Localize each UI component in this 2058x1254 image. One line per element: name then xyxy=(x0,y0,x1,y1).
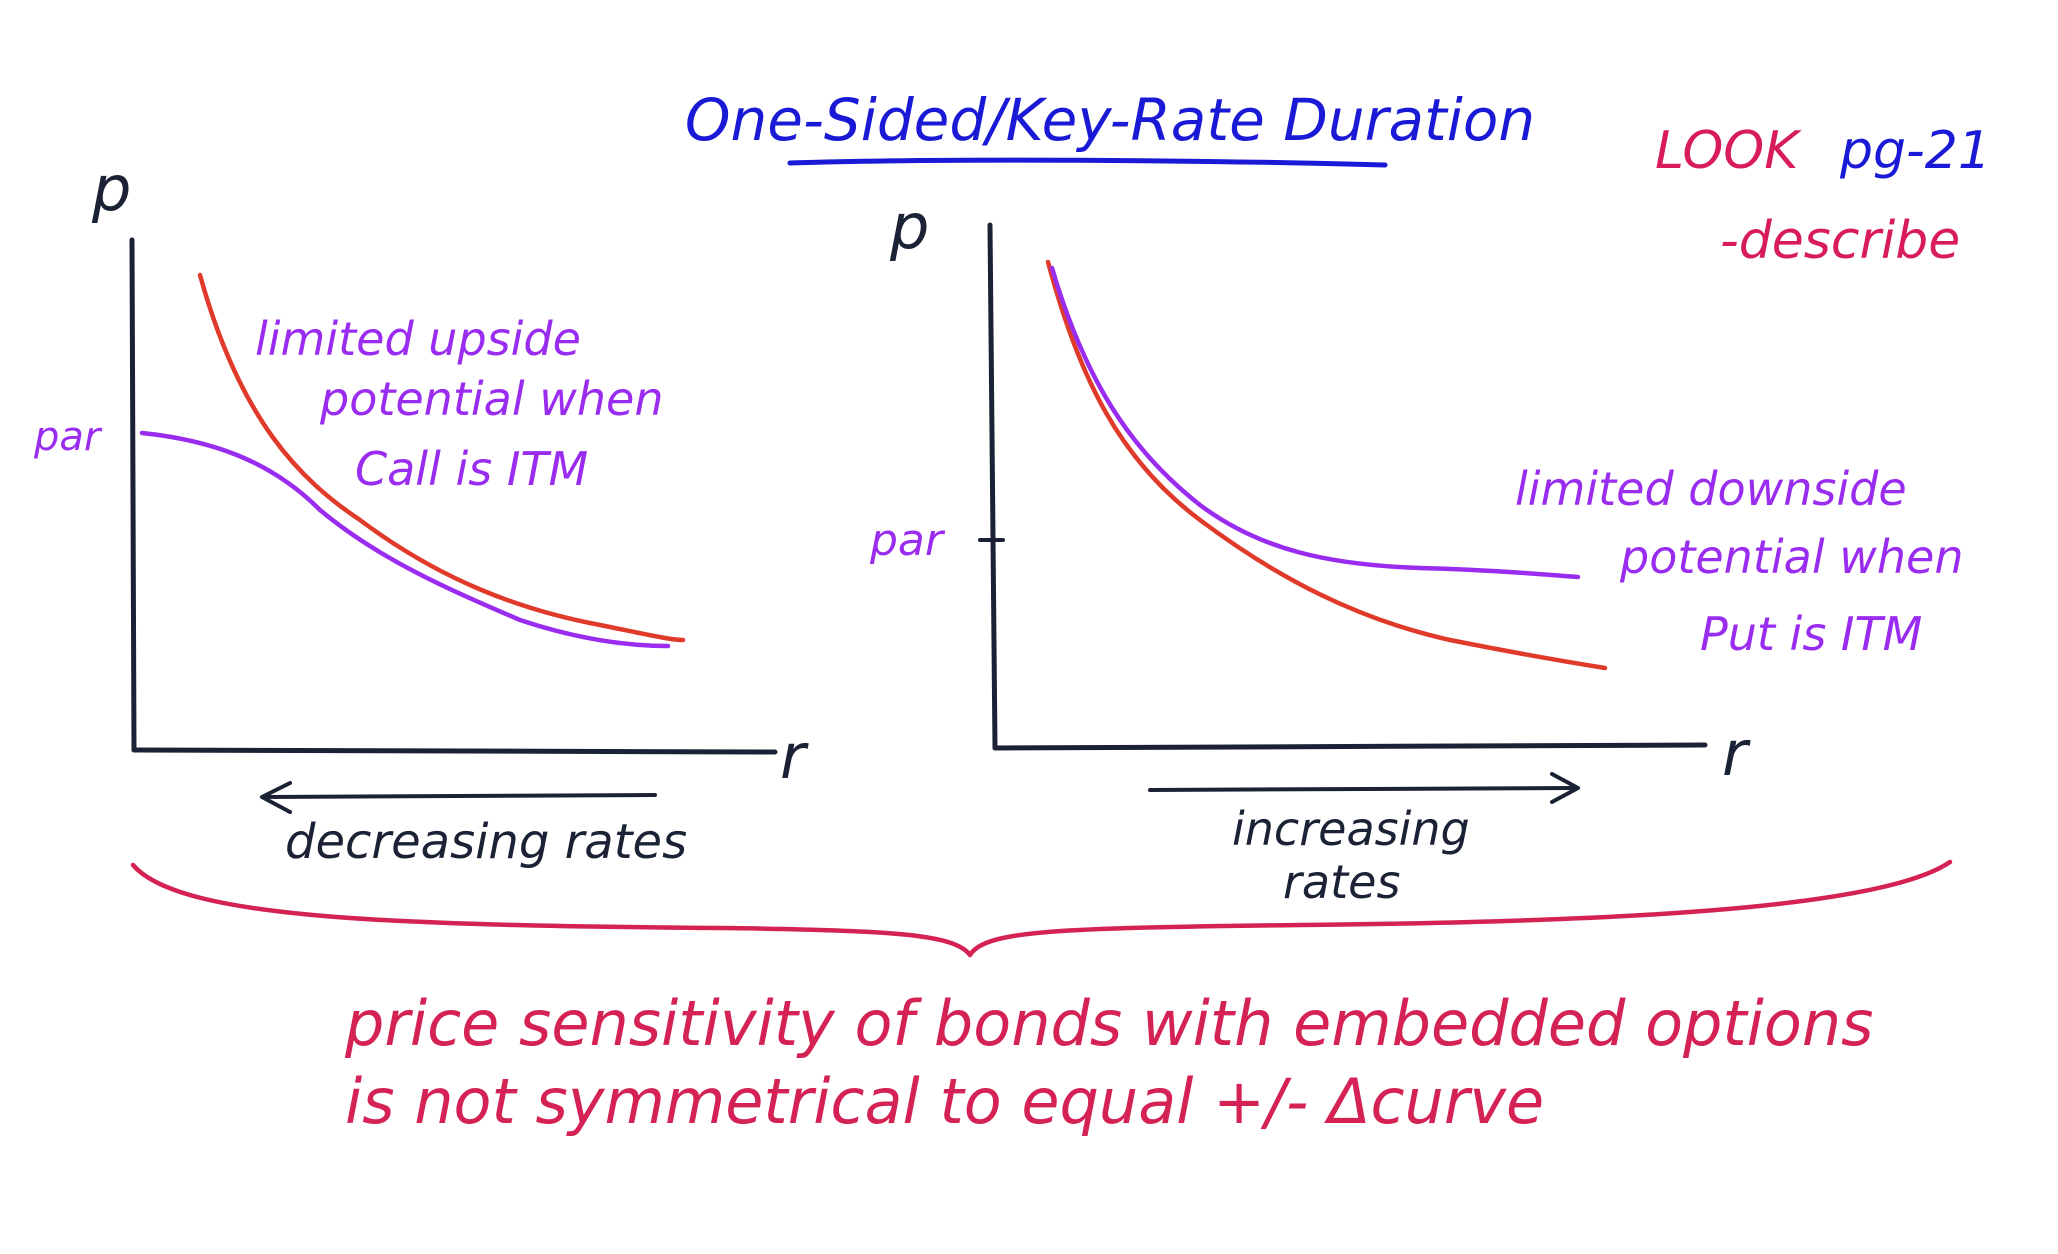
conclusion-line1: price sensitivity of bonds with embedded… xyxy=(344,987,1873,1060)
note-page-ref: pg-21 xyxy=(1839,121,1991,181)
left-arrow-head xyxy=(260,781,292,814)
right-y-label: p xyxy=(889,190,929,263)
right-x-label: r xyxy=(1722,717,1751,790)
right-annotation-line1: limited downside xyxy=(1515,462,1907,516)
right-diagram: p r par limited downside potential when … xyxy=(869,190,1963,909)
right-x-axis xyxy=(992,742,1708,751)
left-y-label: p xyxy=(91,152,131,225)
right-direction-label-line2: rates xyxy=(1283,855,1400,909)
curly-brace xyxy=(130,859,1953,958)
right-par-label: par xyxy=(869,515,946,566)
title: One-Sided/Key-Rate Duration xyxy=(685,86,1535,154)
right-red-curve xyxy=(1045,259,1608,671)
right-direction-arrow xyxy=(1148,786,1577,792)
left-annotation-line2: potential when xyxy=(319,372,663,426)
right-y-axis xyxy=(987,222,998,751)
note-describe: -describe xyxy=(1720,211,1960,271)
right-purple-curve xyxy=(1049,265,1581,580)
left-par-label: par xyxy=(33,414,103,460)
title-underline xyxy=(787,157,1388,168)
left-direction-label: decreasing rates xyxy=(285,814,687,870)
conclusion-line2: is not symmetrical to equal +/- Δcurve xyxy=(345,1065,1544,1138)
left-direction-arrow xyxy=(263,793,657,799)
left-y-axis xyxy=(129,237,137,753)
right-direction-label-line1: increasing xyxy=(1232,802,1470,856)
right-annotation-line3: Put is ITM xyxy=(1700,607,1922,661)
left-x-axis xyxy=(131,747,778,755)
right-annotation-line2: potential when xyxy=(1619,530,1963,584)
left-annotation-line3: Call is ITM xyxy=(355,442,588,496)
left-diagram: p r par limited upside potential when Ca… xyxy=(33,152,809,870)
left-red-curve xyxy=(197,272,686,643)
right-arrow-head xyxy=(1550,772,1580,804)
note-look: LOOK xyxy=(1655,121,1802,181)
left-annotation-line1: limited upside xyxy=(255,312,581,366)
left-purple-curve xyxy=(139,430,671,649)
left-x-label: r xyxy=(780,720,809,793)
